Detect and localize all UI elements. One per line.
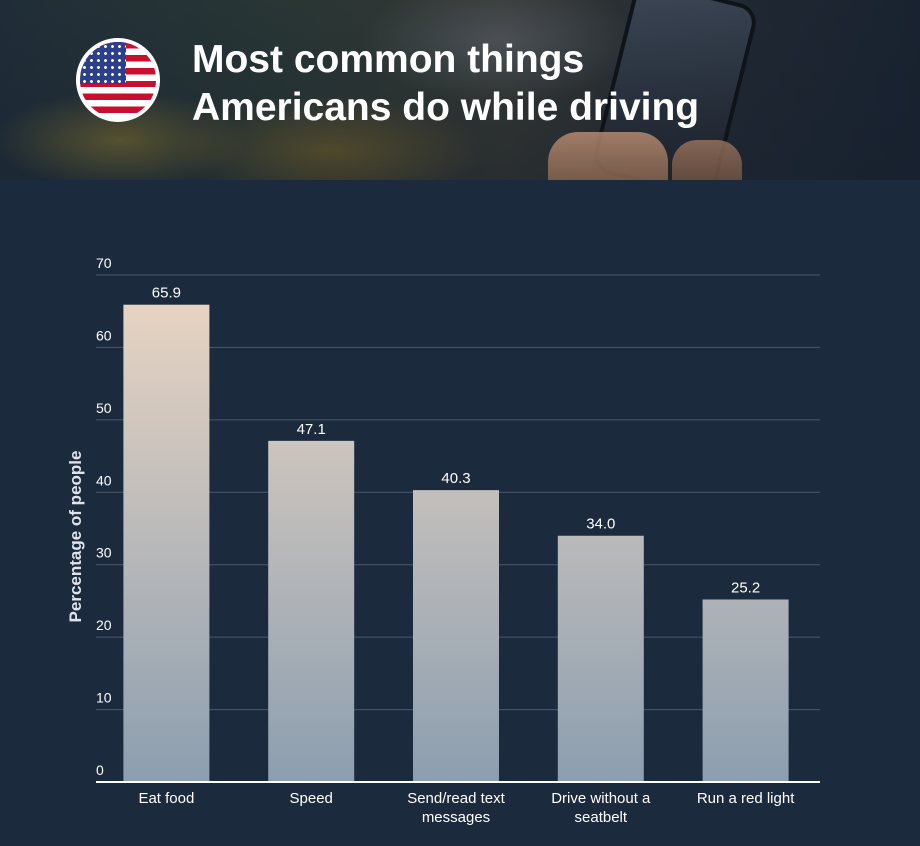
x-axis-ticks: Eat food Speed Send/read text messages Drive…	[138, 790, 795, 826]
title-line-1: Most common things	[192, 38, 585, 81]
data-label: 25.2	[731, 579, 760, 596]
title-line-2: Americans do while driving	[192, 86, 700, 129]
hand-illustration-secondary	[672, 140, 742, 180]
y-tick-label: 40	[96, 472, 112, 488]
bar	[268, 440, 355, 782]
bar	[557, 535, 644, 782]
y-axis-label: Percentage of people	[66, 451, 85, 623]
y-tick-label: 50	[96, 400, 112, 416]
y-tick-label: 20	[96, 617, 112, 633]
x-tick-label: Eat food	[138, 790, 194, 807]
x-tick-label: Send/read text	[407, 790, 505, 807]
x-tick-label: Drive without a	[551, 790, 651, 807]
x-tick-label: Speed	[290, 790, 333, 807]
y-tick-label: 60	[96, 327, 112, 343]
y-tick-label: 70	[96, 255, 112, 271]
y-tick-label: 0	[96, 762, 104, 778]
data-label: 34.0	[586, 516, 615, 533]
bar	[702, 599, 789, 782]
hand-illustration	[548, 132, 668, 180]
flag-canton	[80, 42, 126, 84]
y-tick-label: 30	[96, 545, 112, 561]
data-label: 65.9	[152, 285, 181, 302]
header-banner: Most common things Americans do while dr…	[0, 0, 920, 180]
x-tick-label: messages	[422, 809, 490, 826]
y-axis-ticks: 0 10 20 30 40 50 60 70	[96, 255, 112, 778]
data-label: 47.1	[297, 421, 326, 438]
x-tick-label: Run a red light	[697, 790, 795, 807]
bar-chart: 0 10 20 30 40 50 60 70 65.9 47.1 40.3 34.0 25.2 Eat…	[66, 255, 820, 826]
x-tick-label: seatbelt	[575, 809, 628, 826]
us-flag-icon	[76, 38, 160, 122]
y-tick-label: 10	[96, 690, 112, 706]
value-labels: 65.9 47.1 40.3 34.0 25.2	[152, 285, 760, 597]
bar	[413, 490, 499, 782]
bar	[123, 304, 210, 782]
data-label: 40.3	[441, 470, 470, 487]
bars	[123, 304, 789, 782]
page-title: Most common things Americans do while dr…	[192, 36, 699, 132]
